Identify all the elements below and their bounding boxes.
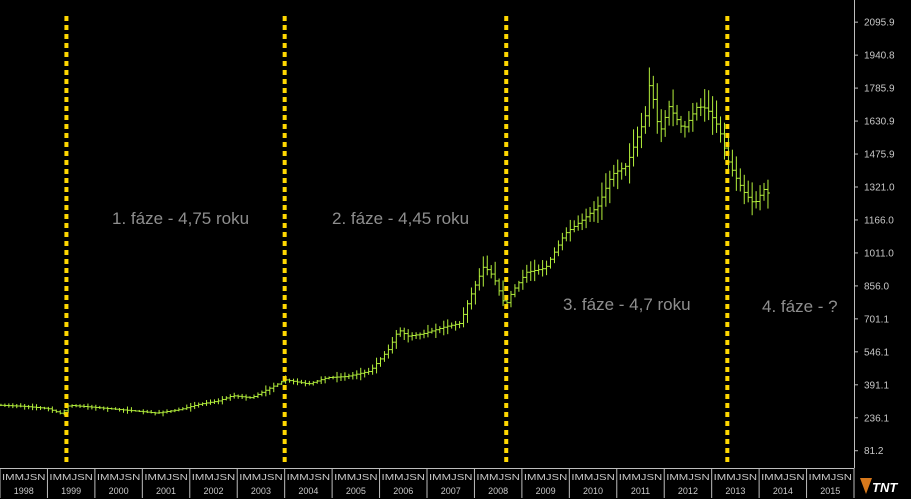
y-tick-label-8: 856.0 <box>864 281 889 292</box>
y-tick-label-1: 1940.8 <box>864 51 895 62</box>
x-month-letters-4: IMMJSN <box>192 473 236 482</box>
x-month-letters-11: IMMJSN <box>524 473 568 482</box>
y-tick-label-9: 701.1 <box>864 314 889 325</box>
y-tick-label-4: 1475.9 <box>864 150 895 161</box>
x-month-letters-6: IMMJSN <box>287 473 331 482</box>
x-year-label-14: 2012 <box>678 486 698 496</box>
x-month-letters-9: IMMJSN <box>429 473 473 482</box>
y-tick-label-12: 236.1 <box>864 413 889 424</box>
x-year-label-7: 2005 <box>346 486 366 496</box>
x-month-letters-16: IMMJSN <box>761 473 805 482</box>
x-month-letters-5: IMMJSN <box>239 473 283 482</box>
x-month-letters-17: IMMJSN <box>809 473 853 482</box>
phase-3-label: 3. fáze - 4,7 roku <box>563 295 691 314</box>
y-tick-label-2: 1785.9 <box>864 84 895 95</box>
x-year-label-17: 2015 <box>820 486 840 496</box>
x-month-letters-12: IMMJSN <box>571 473 615 482</box>
x-month-letters-14: IMMJSN <box>666 473 710 482</box>
y-tick-label-5: 1321.0 <box>864 182 895 193</box>
x-year-label-15: 2013 <box>725 486 745 496</box>
x-year-label-9: 2007 <box>441 486 461 496</box>
y-tick-label-7: 1011.0 <box>864 248 894 259</box>
y-tick-label-0: 2095.9 <box>864 18 895 29</box>
phase-markers <box>64 16 730 462</box>
x-year-label-3: 2001 <box>156 486 176 496</box>
y-axis-ticks: 2095.9 1940.8 1785.9 1630.9 1475.9 1321.0 1166… <box>854 18 895 457</box>
tnt-logo: TNT <box>858 474 910 498</box>
logo-text: TNT <box>872 480 898 495</box>
x-month-letters-0: IMMJSN <box>2 473 46 482</box>
x-month-letters-3: IMMJSN <box>144 473 188 482</box>
logo-emblem <box>860 478 872 494</box>
x-month-letters-10: IMMJSN <box>476 473 520 482</box>
phase-2-label: 2. fáze - 4,45 roku <box>332 209 469 228</box>
x-month-letters-1: IMMJSN <box>49 473 93 482</box>
x-year-label-0: 1998 <box>14 486 34 496</box>
x-month-letters-8: IMMJSN <box>382 473 426 482</box>
y-tick-label-11: 391.1 <box>864 380 889 391</box>
phase-1-label: 1. fáze - 4,75 roku <box>112 209 249 228</box>
x-year-label-8: 2006 <box>393 486 413 496</box>
x-year-label-4: 2002 <box>203 486 223 496</box>
phase-4-label: 4. fáze - ? <box>762 297 838 316</box>
x-year-label-5: 2003 <box>251 486 271 496</box>
x-month-letters-7: IMMJSN <box>334 473 378 482</box>
x-year-label-11: 2009 <box>536 486 556 496</box>
y-tick-label-3: 1630.9 <box>864 117 895 128</box>
x-year-label-6: 2004 <box>298 486 318 496</box>
x-month-letters-15: IMMJSN <box>714 473 758 482</box>
x-year-label-13: 2011 <box>631 486 650 496</box>
y-tick-label-13: 81.2 <box>864 446 884 457</box>
x-year-label-10: 2008 <box>488 486 508 496</box>
x-year-label-2: 2000 <box>109 486 129 496</box>
x-month-letters-2: IMMJSN <box>97 473 141 482</box>
y-tick-label-6: 1166.0 <box>864 215 894 226</box>
price-bars <box>0 67 770 417</box>
x-month-letters-13: IMMJSN <box>619 473 663 482</box>
x-axis-labels: IMMJSN 1998 IMMJSN 1999 IMMJSN 2000 IMMJSN 2001… <box>0 468 855 498</box>
y-tick-label-10: 546.1 <box>864 347 889 358</box>
x-year-label-12: 2010 <box>583 486 603 496</box>
x-year-label-16: 2014 <box>773 486 793 496</box>
x-year-label-1: 1999 <box>61 486 81 496</box>
